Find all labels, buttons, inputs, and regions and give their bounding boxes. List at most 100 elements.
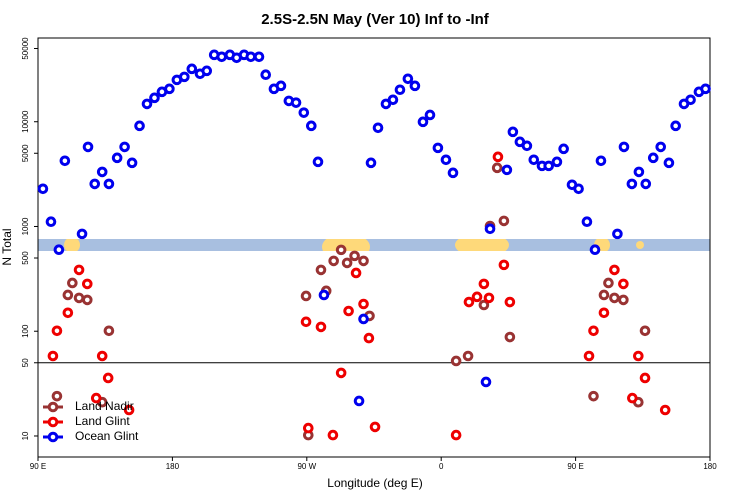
y-tick-label: 10 bbox=[21, 431, 30, 440]
point bbox=[498, 215, 510, 227]
point bbox=[81, 278, 93, 290]
point bbox=[450, 429, 462, 441]
point bbox=[483, 292, 495, 304]
point bbox=[627, 392, 638, 404]
point bbox=[663, 157, 675, 169]
point bbox=[51, 390, 63, 402]
point bbox=[89, 178, 101, 190]
point bbox=[59, 155, 71, 167]
point bbox=[609, 292, 620, 304]
chart-title: 2.5S-2.5N May (Ver 10) Inf to -Inf bbox=[261, 11, 490, 28]
point bbox=[369, 421, 381, 433]
point bbox=[123, 404, 135, 416]
point bbox=[402, 73, 414, 85]
point bbox=[62, 289, 74, 301]
x-axis-label: Longitude (deg E) bbox=[327, 476, 422, 490]
point bbox=[318, 289, 330, 301]
point bbox=[432, 142, 444, 154]
point bbox=[639, 372, 651, 384]
point bbox=[302, 422, 314, 434]
point bbox=[387, 94, 399, 106]
point bbox=[62, 307, 74, 319]
point bbox=[558, 143, 569, 155]
point bbox=[141, 98, 153, 110]
y-tick-label: 50 bbox=[21, 358, 30, 367]
point bbox=[179, 71, 190, 83]
point bbox=[612, 228, 623, 240]
point bbox=[82, 141, 94, 153]
point bbox=[358, 313, 369, 325]
point bbox=[603, 277, 614, 289]
point bbox=[700, 83, 711, 95]
point bbox=[73, 292, 85, 304]
point bbox=[394, 84, 406, 96]
point bbox=[45, 216, 57, 228]
point bbox=[484, 223, 496, 235]
legend-marker bbox=[47, 401, 59, 413]
point bbox=[341, 257, 353, 269]
point bbox=[647, 152, 659, 164]
plot-frame bbox=[37, 37, 711, 458]
point bbox=[685, 94, 696, 106]
y-axis-label: N Total bbox=[0, 228, 14, 265]
point bbox=[300, 316, 312, 328]
point bbox=[47, 350, 59, 362]
point bbox=[363, 332, 375, 344]
point bbox=[300, 290, 312, 302]
point bbox=[588, 325, 599, 337]
point bbox=[315, 321, 327, 333]
legend-label: Land Nadir bbox=[75, 399, 134, 413]
point bbox=[186, 63, 198, 75]
point bbox=[618, 294, 629, 306]
point bbox=[528, 154, 540, 166]
point bbox=[480, 376, 492, 388]
point bbox=[507, 126, 519, 138]
legend-marker bbox=[47, 431, 59, 443]
point bbox=[305, 120, 317, 132]
land-patch bbox=[636, 241, 644, 249]
point bbox=[335, 367, 347, 379]
point bbox=[424, 109, 436, 121]
point bbox=[463, 296, 475, 308]
point bbox=[573, 183, 584, 195]
point bbox=[90, 392, 102, 404]
point bbox=[335, 244, 347, 256]
y-tick-label: 1000 bbox=[21, 217, 30, 235]
point bbox=[492, 151, 504, 163]
point bbox=[670, 120, 681, 132]
point bbox=[478, 299, 490, 311]
point bbox=[521, 140, 533, 152]
point bbox=[589, 244, 601, 256]
point bbox=[498, 259, 510, 271]
y-tick-label: 50000 bbox=[21, 37, 30, 60]
x-tick-label: 180 bbox=[166, 462, 180, 471]
point bbox=[76, 228, 88, 240]
point bbox=[581, 216, 593, 228]
point bbox=[103, 178, 115, 190]
point bbox=[609, 264, 620, 276]
x-tick-label: 0 bbox=[439, 462, 444, 471]
point bbox=[471, 291, 483, 303]
x-tick-label: 180 bbox=[703, 462, 717, 471]
point bbox=[618, 141, 630, 153]
point bbox=[96, 350, 108, 362]
x-tick-label: 90 W bbox=[297, 462, 316, 471]
point bbox=[659, 404, 671, 416]
point bbox=[67, 277, 78, 289]
point bbox=[639, 325, 651, 337]
point bbox=[349, 250, 360, 262]
point bbox=[633, 166, 645, 178]
point bbox=[462, 350, 474, 362]
point bbox=[372, 122, 384, 134]
legend-marker bbox=[47, 416, 59, 428]
point bbox=[201, 65, 213, 77]
land-patch bbox=[455, 239, 509, 251]
point bbox=[111, 152, 123, 164]
point bbox=[504, 331, 516, 343]
point bbox=[216, 51, 227, 63]
point bbox=[440, 154, 452, 166]
point bbox=[328, 255, 339, 267]
point bbox=[640, 178, 652, 190]
x-tick-label: 90 E bbox=[30, 462, 46, 471]
point bbox=[96, 166, 108, 178]
